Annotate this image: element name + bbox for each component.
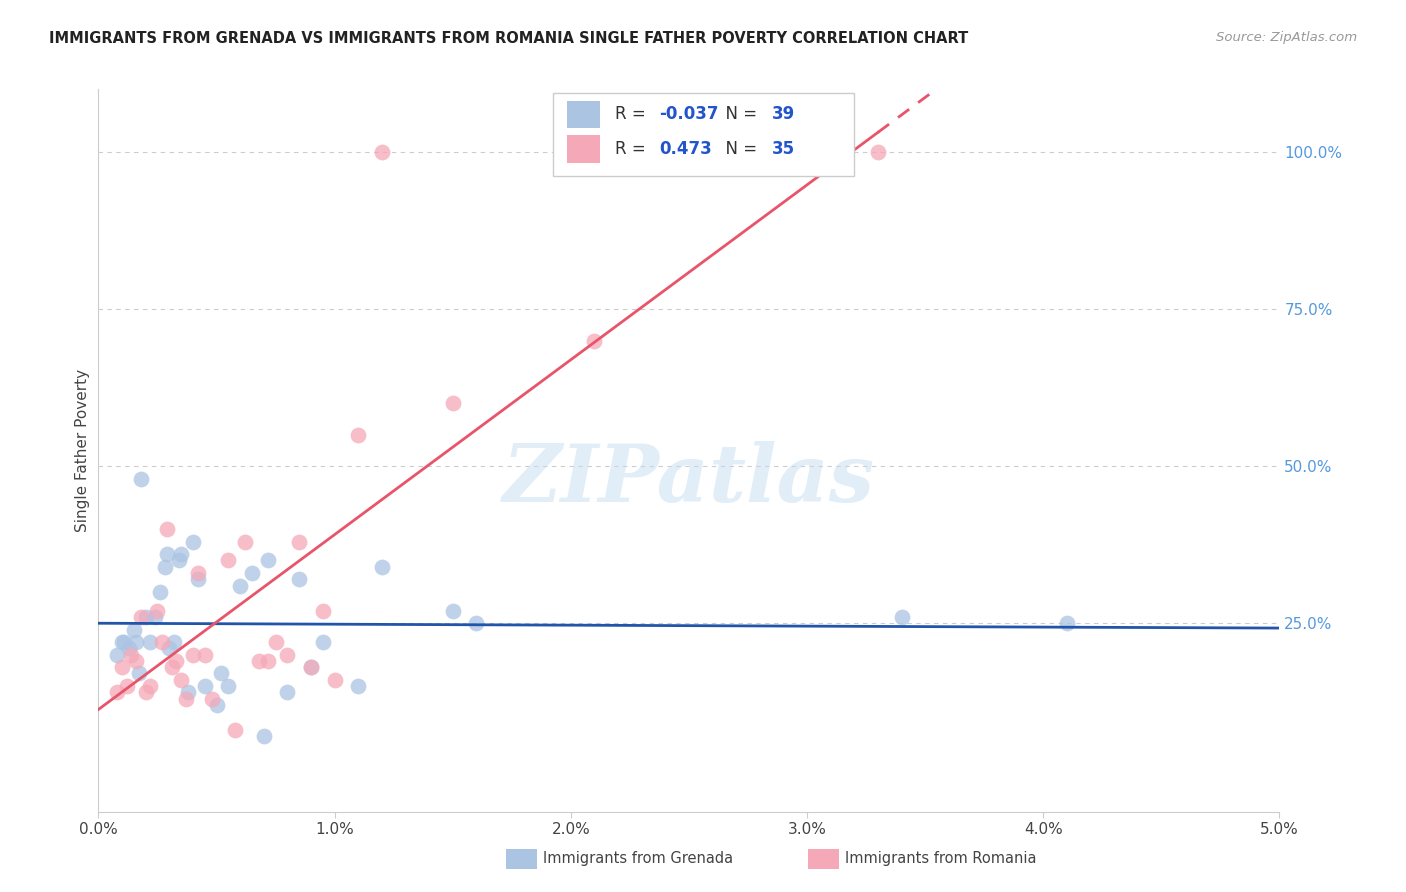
Point xyxy=(299,660,322,674)
Point xyxy=(299,660,322,674)
Point xyxy=(217,679,239,693)
Point xyxy=(240,566,263,580)
Point xyxy=(112,635,135,649)
Point xyxy=(257,654,280,668)
Point xyxy=(371,559,394,574)
Point xyxy=(129,472,152,486)
Point xyxy=(170,673,193,687)
FancyBboxPatch shape xyxy=(553,93,855,176)
Point xyxy=(441,396,464,410)
Point xyxy=(194,648,217,662)
Point xyxy=(167,553,190,567)
Point xyxy=(143,610,166,624)
Point xyxy=(347,679,370,693)
Point xyxy=(276,685,298,699)
Point xyxy=(264,635,287,649)
Point xyxy=(129,610,152,624)
Point xyxy=(156,547,179,561)
Point xyxy=(128,666,150,681)
Point xyxy=(312,604,335,618)
Point xyxy=(115,679,138,693)
Point xyxy=(229,578,252,592)
FancyBboxPatch shape xyxy=(567,101,600,128)
Point xyxy=(181,534,204,549)
Y-axis label: Single Father Poverty: Single Father Poverty xyxy=(75,369,90,532)
Text: 35: 35 xyxy=(772,140,794,158)
Point xyxy=(187,572,209,586)
Text: 39: 39 xyxy=(772,105,794,123)
Point xyxy=(165,654,187,668)
Point xyxy=(312,635,335,649)
Text: N =: N = xyxy=(714,105,762,123)
Point xyxy=(187,566,209,580)
Text: Immigrants from Grenada: Immigrants from Grenada xyxy=(543,851,733,865)
Point xyxy=(121,648,143,662)
Point xyxy=(224,723,246,737)
Point xyxy=(105,648,128,662)
Text: IMMIGRANTS FROM GRENADA VS IMMIGRANTS FROM ROMANIA SINGLE FATHER POVERTY CORRELA: IMMIGRANTS FROM GRENADA VS IMMIGRANTS FR… xyxy=(49,31,969,46)
Text: -0.037: -0.037 xyxy=(659,105,718,123)
Point xyxy=(181,648,204,662)
Point xyxy=(1056,616,1078,631)
Point xyxy=(149,584,172,599)
Point xyxy=(150,635,173,649)
Point xyxy=(217,553,239,567)
Point xyxy=(146,604,169,618)
Point xyxy=(866,145,889,159)
Point xyxy=(194,679,217,693)
Text: R =: R = xyxy=(614,140,655,158)
Point xyxy=(288,534,311,549)
Point xyxy=(177,685,200,699)
Point xyxy=(153,559,176,574)
Point xyxy=(323,673,346,687)
Point xyxy=(247,654,270,668)
Text: Source: ZipAtlas.com: Source: ZipAtlas.com xyxy=(1216,31,1357,45)
Point xyxy=(122,623,145,637)
Point xyxy=(139,679,162,693)
Point xyxy=(465,616,488,631)
Point xyxy=(347,427,370,442)
Text: ZIPatlas: ZIPatlas xyxy=(503,441,875,518)
Point xyxy=(125,635,148,649)
Text: R =: R = xyxy=(614,105,651,123)
Point xyxy=(276,648,298,662)
Point xyxy=(233,534,256,549)
Point xyxy=(253,729,276,743)
Point xyxy=(583,334,606,348)
Point xyxy=(205,698,228,712)
Text: Immigrants from Romania: Immigrants from Romania xyxy=(845,851,1036,865)
Point xyxy=(174,691,197,706)
Point xyxy=(288,572,311,586)
Point xyxy=(156,522,179,536)
Point xyxy=(160,660,183,674)
Point xyxy=(135,610,157,624)
Point xyxy=(105,685,128,699)
Point xyxy=(125,654,148,668)
Point xyxy=(157,641,180,656)
Point xyxy=(163,635,186,649)
Point xyxy=(170,547,193,561)
Text: N =: N = xyxy=(714,140,762,158)
Text: 0.473: 0.473 xyxy=(659,140,713,158)
Point xyxy=(209,666,232,681)
Point xyxy=(441,604,464,618)
Point xyxy=(135,685,157,699)
Point xyxy=(111,660,134,674)
Point xyxy=(118,641,141,656)
Point xyxy=(111,635,134,649)
Point xyxy=(139,635,162,649)
Point xyxy=(371,145,394,159)
FancyBboxPatch shape xyxy=(567,136,600,163)
Point xyxy=(201,691,224,706)
Point xyxy=(890,610,912,624)
Point xyxy=(257,553,280,567)
